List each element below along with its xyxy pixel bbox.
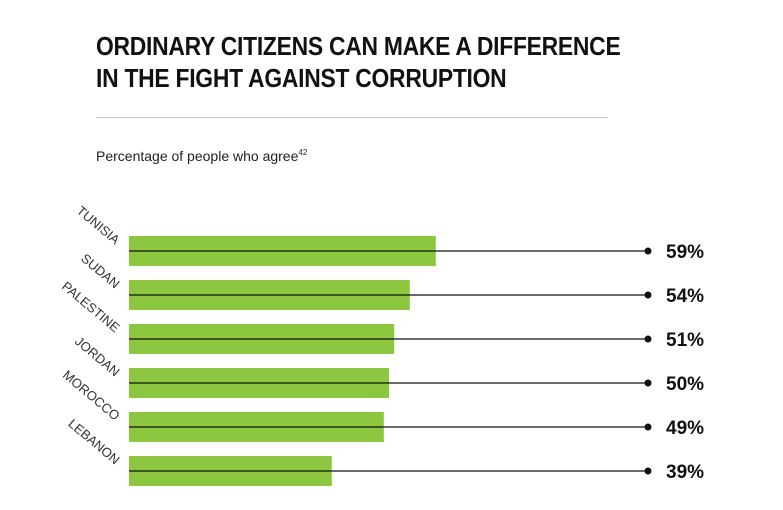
category-label-lebanon: LEBANON bbox=[65, 416, 122, 467]
leader-dot-palestine bbox=[644, 335, 652, 343]
leader-dot-morocco bbox=[644, 423, 652, 431]
category-label-jordan: JORDAN bbox=[72, 333, 123, 379]
value-label-palestine: 51% bbox=[666, 330, 704, 351]
value-label-jordan: 50% bbox=[666, 374, 704, 395]
leader-dot-tunisia bbox=[644, 247, 652, 255]
leader-dot-sudan bbox=[644, 291, 652, 299]
leader-dot-jordan bbox=[644, 379, 652, 387]
chart-title: ORDINARY CITIZENS CAN MAKE A DIFFERENCE … bbox=[96, 30, 621, 94]
category-label-sudan: SUDAN bbox=[78, 251, 123, 292]
value-label-lebanon: 39% bbox=[666, 462, 704, 483]
category-label-tunisia: TUNISIA bbox=[74, 203, 123, 248]
chart-title-line-1: ORDINARY CITIZENS CAN MAKE A DIFFERENCE bbox=[96, 31, 621, 61]
value-label-morocco: 49% bbox=[666, 418, 704, 439]
footnote-marker: 42 bbox=[298, 148, 308, 157]
chart-title-line-2: IN THE FIGHT AGAINST CORRUPTION bbox=[96, 63, 507, 93]
value-label-tunisia: 59% bbox=[666, 242, 704, 263]
title-divider bbox=[96, 117, 608, 118]
value-label-sudan: 54% bbox=[666, 286, 704, 307]
chart-subtitle-text: Percentage of people who agree bbox=[96, 148, 299, 164]
chart-subtitle: Percentage of people who agree42 bbox=[96, 148, 307, 164]
leader-dot-lebanon bbox=[644, 467, 652, 475]
